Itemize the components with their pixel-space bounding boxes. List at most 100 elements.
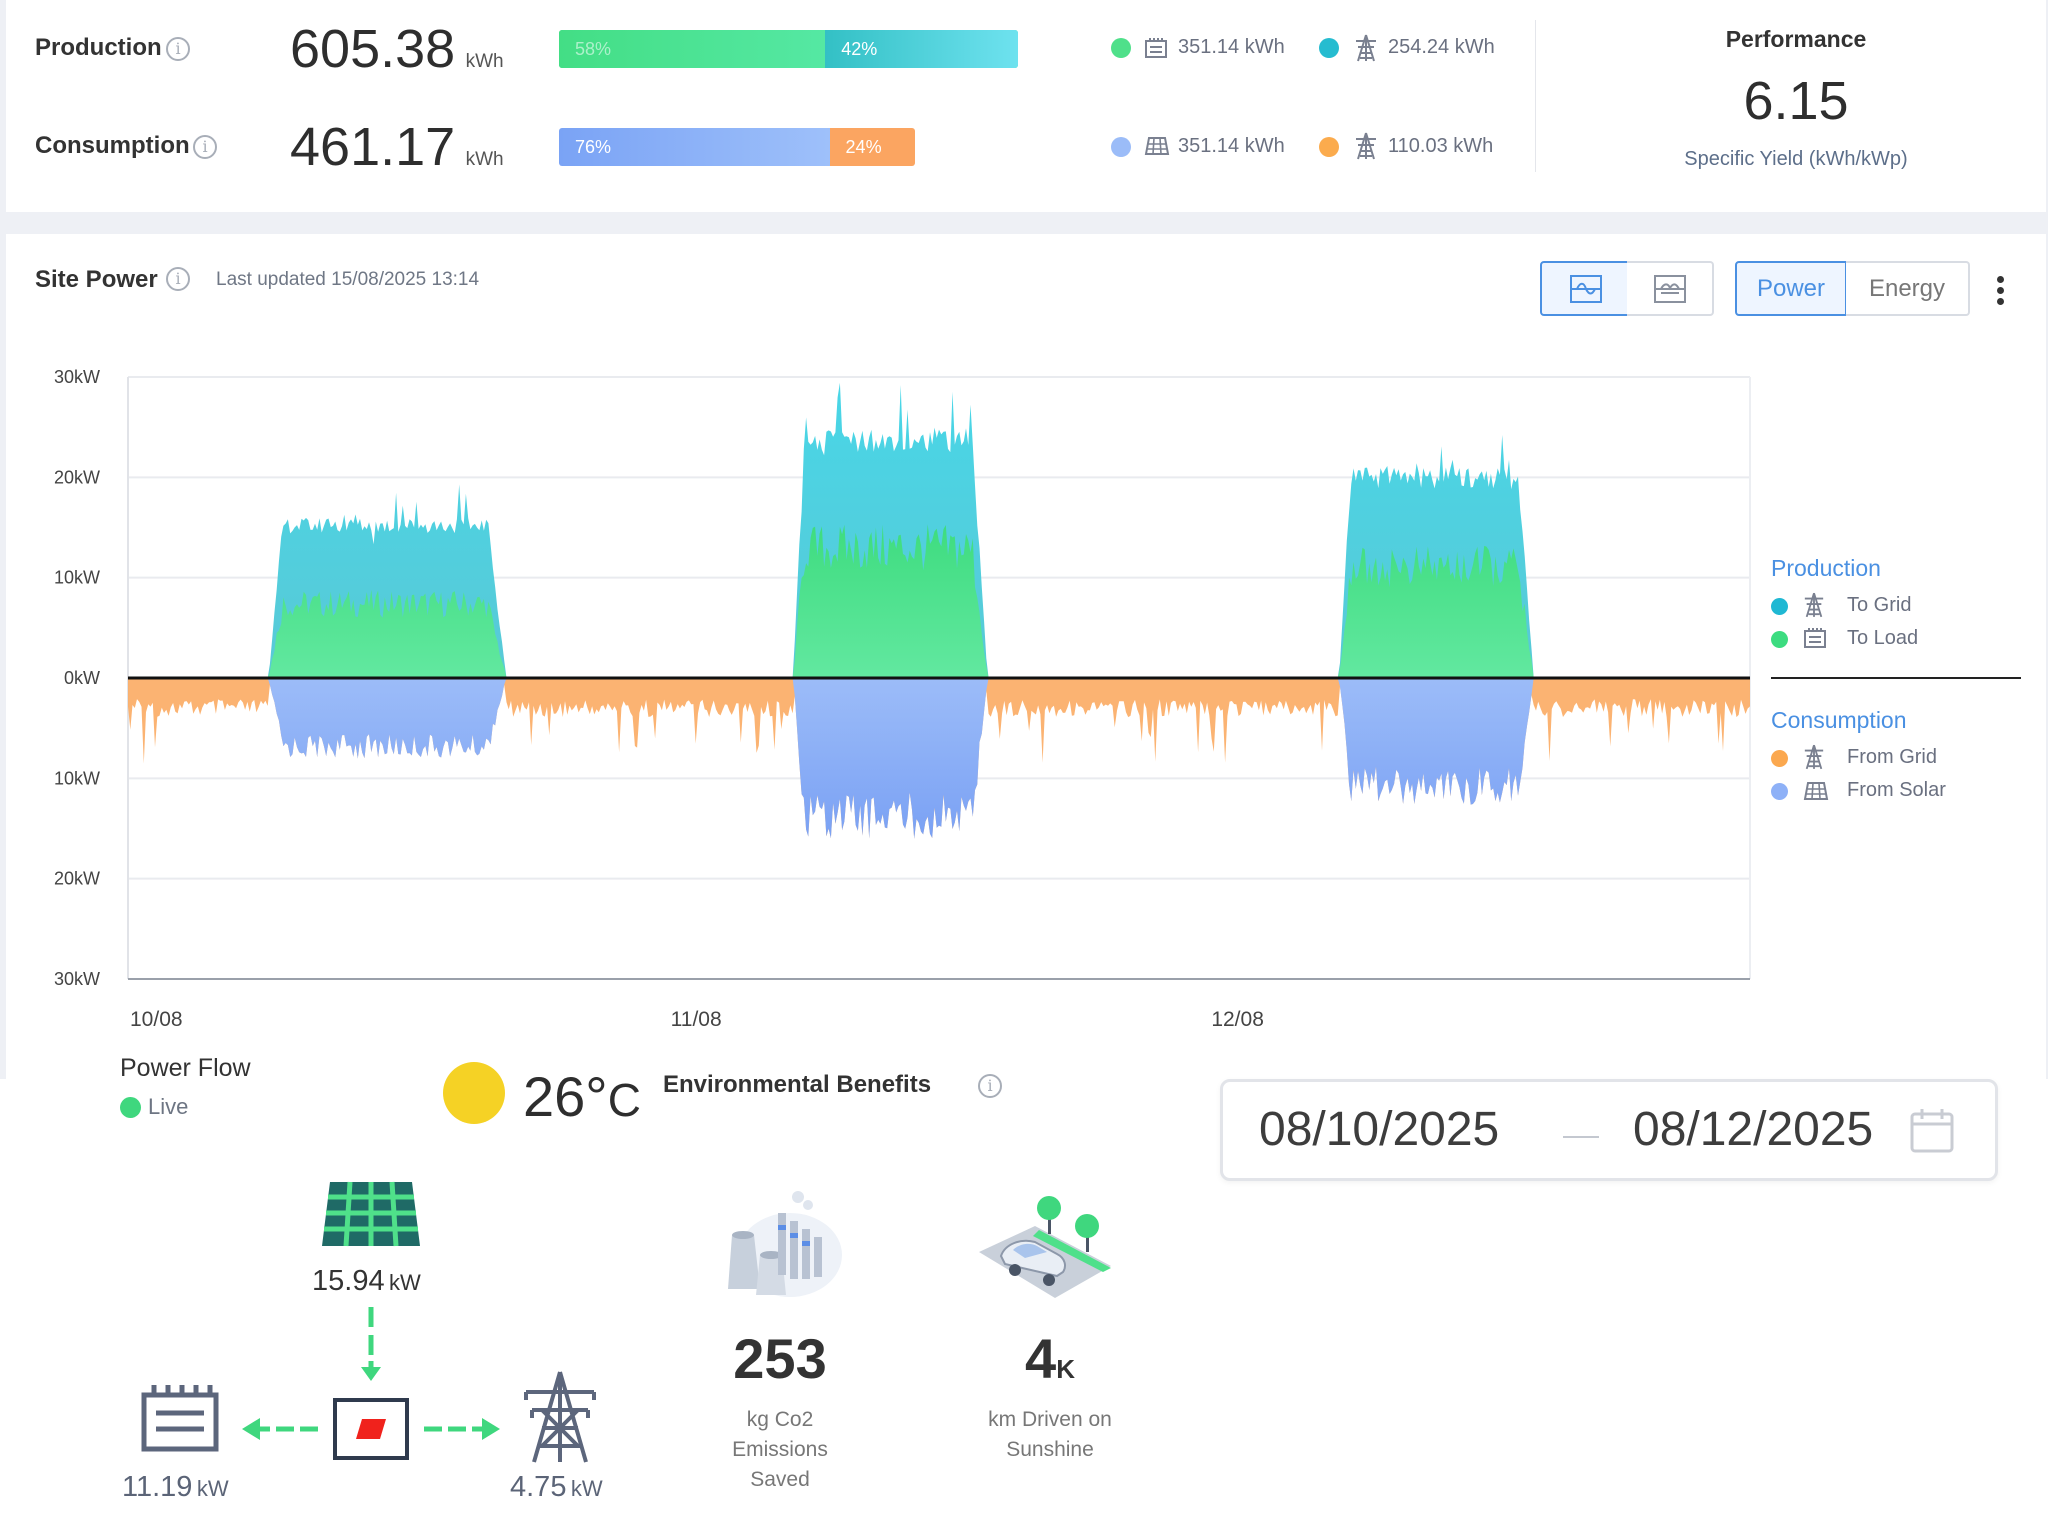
chart-y-axis: 30kW 20kW 10kW 0kW 10kW 20kW 30kW	[54, 367, 100, 989]
inverter-icon	[333, 1398, 409, 1460]
date-start[interactable]: 08/10/2025	[1259, 1103, 1500, 1156]
legend-production-title: Production	[1771, 555, 1881, 581]
grid-tower-icon	[1356, 34, 1376, 62]
flow-arrow-right	[424, 1418, 500, 1440]
x-tick-label: 12/08	[1211, 1008, 1264, 1031]
temperature-unit: C	[607, 1074, 641, 1126]
car-trees-icon	[979, 1196, 1111, 1298]
y-tick-label: 10kW	[54, 768, 100, 788]
site-power-chart: 30kW 20kW 10kW 0kW 10kW 20kW 30kW 10/08 11/08 12…	[54, 367, 1751, 1031]
sun-icon	[443, 1062, 505, 1124]
grid-tower-icon	[1804, 744, 1824, 770]
env-benefits-title: Environmental Benefits	[663, 1071, 932, 1098]
co2-caption-line3: Saved	[750, 1468, 810, 1491]
solar-array-icon	[322, 1181, 420, 1247]
performance-title: Performance	[1725, 26, 1867, 52]
area-to-grid	[128, 382, 1750, 678]
production-value: 605.38 kWh	[290, 18, 504, 80]
load-power-unit: kW	[196, 1476, 229, 1501]
legend-divider	[1771, 677, 2021, 679]
x-tick-label: 10/08	[130, 1008, 183, 1031]
consumption-bar-solar-segment: 76%	[559, 128, 830, 166]
chart-x-axis: 10/08 11/08 12/08	[130, 1008, 1264, 1031]
y-tick-label: 20kW	[54, 467, 100, 487]
grid-tower-icon	[1804, 592, 1824, 618]
km-suffix: K	[1056, 1354, 1075, 1384]
area-from-solar	[128, 678, 1750, 839]
area-to-load	[128, 524, 1750, 678]
solar-panel-icon	[1803, 782, 1829, 800]
power-toggle-button[interactable]: Power	[1735, 261, 1847, 316]
date-range-arrow	[1563, 1136, 1599, 1138]
load-power-number: 11.19	[122, 1471, 193, 1503]
legend-to-load-dot	[1771, 631, 1788, 648]
km-number: 4	[1025, 1327, 1057, 1390]
grid-pylon-icon	[524, 1371, 596, 1463]
date-range-picker[interactable]: 08/10/2025 08/12/2025	[1220, 1079, 1998, 1181]
y-tick-label: 30kW	[54, 969, 100, 989]
consumption-unit: kWh	[465, 149, 504, 170]
calendar-icon[interactable]	[1909, 1106, 1955, 1154]
last-updated: Last updated 15/08/2025 13:14	[216, 269, 480, 290]
from-grid-value: 110.03 kWh	[1388, 135, 1494, 157]
split-view-button[interactable]	[1627, 261, 1714, 316]
grid-power-value: 4.75 kW	[510, 1471, 603, 1504]
site-power-title: Site Power	[35, 266, 158, 293]
temperature: 26°C	[523, 1064, 641, 1129]
to-load-value: 351.14 kWh	[1178, 36, 1285, 58]
to-grid-value: 254.24 kWh	[1388, 36, 1495, 58]
more-options-icon[interactable]	[1997, 276, 2005, 306]
solar-power-number: 15.94	[312, 1265, 385, 1297]
co2-caption-line2: Emissions	[732, 1438, 828, 1461]
consumption-bar-grid-segment: 24%	[829, 128, 915, 166]
production-label: Production	[35, 34, 162, 61]
legend-from-grid-label[interactable]: From Grid	[1847, 746, 1937, 768]
from-grid-dot	[1319, 137, 1339, 157]
consumption-number: 461.17	[290, 117, 456, 177]
env-benefits-info-icon[interactable]: i	[978, 1074, 1002, 1098]
factory-emissions-icon	[728, 1191, 842, 1297]
consumption-bar: 76% 24%	[559, 128, 915, 166]
consumption-label: Consumption	[35, 132, 190, 159]
grid-power-number: 4.75	[510, 1471, 567, 1503]
performance-caption: Specific Yield (kWh/kWp)	[1684, 148, 1908, 170]
production-number: 605.38	[290, 19, 456, 79]
divider	[1535, 20, 1536, 172]
energy-toggle-button[interactable]: Energy	[1846, 261, 1970, 316]
load-building-icon	[141, 1385, 219, 1452]
km-value: 4K	[950, 1326, 1150, 1391]
site-power-info-icon[interactable]: i	[166, 267, 190, 291]
stacked-view-button[interactable]	[1540, 261, 1629, 316]
km-caption-line1: km Driven on	[988, 1408, 1112, 1431]
legend-to-grid-label[interactable]: To Grid	[1847, 594, 1912, 616]
chart-areas	[128, 382, 1750, 839]
km-caption-line2: Sunshine	[1006, 1438, 1094, 1461]
co2-value: 253	[733, 1327, 827, 1390]
from-solar-dot	[1111, 137, 1131, 157]
production-bar-load-segment: 58%	[559, 30, 826, 68]
load-icon	[1804, 628, 1826, 648]
legend-consumption-title: Consumption	[1771, 707, 1907, 733]
y-tick-label: 30kW	[54, 367, 100, 387]
production-unit: kWh	[465, 51, 504, 72]
solar-power-unit: kW	[389, 1270, 421, 1295]
live-status-dot	[120, 1097, 141, 1118]
solar-panel-icon	[1144, 137, 1170, 155]
production-info-icon[interactable]: i	[166, 37, 190, 61]
from-solar-value: 351.14 kWh	[1178, 135, 1285, 157]
grid-power-unit: kW	[570, 1476, 603, 1501]
legend-to-grid-dot	[1771, 598, 1788, 615]
legend-to-load-label[interactable]: To Load	[1847, 627, 1919, 649]
legend-from-solar-label[interactable]: From Solar	[1847, 779, 1946, 801]
temperature-value: 26°	[523, 1065, 608, 1128]
to-load-dot	[1111, 38, 1131, 58]
legend-from-solar-dot	[1771, 783, 1788, 800]
consumption-info-icon[interactable]: i	[193, 135, 217, 159]
performance-value: 6.15	[1743, 71, 1849, 131]
date-end[interactable]: 08/12/2025	[1633, 1103, 1874, 1156]
x-tick-label: 11/08	[671, 1008, 722, 1031]
flow-arrow-down	[361, 1307, 381, 1381]
consumption-value: 461.17 kWh	[290, 116, 504, 178]
power-flow-title: Power Flow	[120, 1054, 251, 1082]
summary-panel: Production i 605.38 kWh 58% 42% 351.14 k…	[6, 0, 2046, 212]
